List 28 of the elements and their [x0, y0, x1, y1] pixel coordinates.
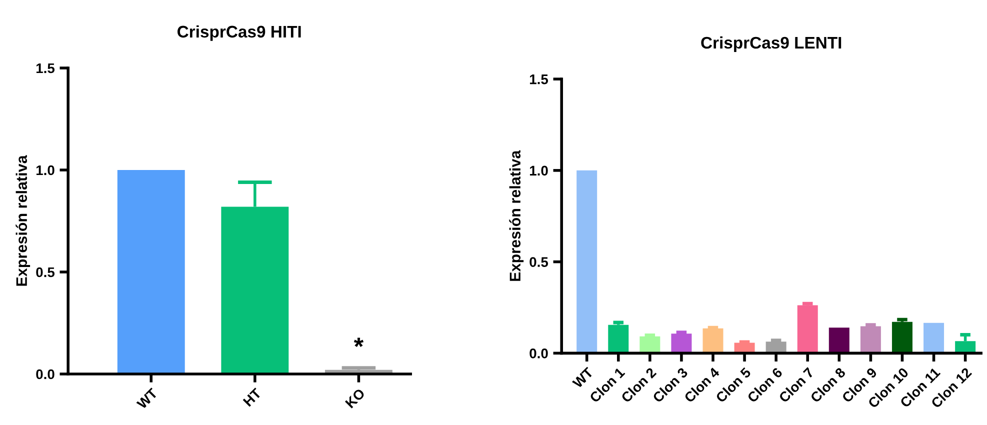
bar — [892, 322, 912, 354]
y-axis-title: Expresión relativa — [16, 155, 30, 286]
y-axis-title: Expresión relativa — [509, 150, 524, 281]
annotation: * — [354, 338, 364, 347]
bar — [797, 305, 818, 354]
bar — [671, 334, 692, 354]
bar — [608, 324, 629, 354]
bar — [924, 322, 944, 354]
chart-title: CrisprCas9 LENTI — [701, 36, 842, 52]
bar — [860, 326, 881, 354]
x-tick-label: WT — [136, 388, 158, 410]
bar — [828, 328, 850, 354]
chart-title: CrisprCas9 HITI — [178, 25, 301, 41]
y-tick-label: 1.5 — [530, 74, 548, 84]
y-tick-label: 0.5 — [530, 257, 548, 267]
y-tick-label: 1.0 — [530, 166, 548, 176]
bar — [576, 170, 598, 354]
y-tick-label: 0.0 — [530, 348, 548, 358]
x-tick-label: HT — [242, 388, 262, 407]
x-tick-label: KO — [344, 388, 366, 408]
y-tick-label: 0.0 — [36, 369, 54, 380]
y-tick-label: 1.0 — [36, 165, 54, 176]
y-tick-label: 0.5 — [36, 267, 55, 278]
y-tick-label: 1.5 — [36, 63, 55, 74]
bar — [640, 336, 660, 354]
bar — [117, 170, 185, 374]
x-tick-label: WT — [572, 366, 594, 389]
bar — [702, 328, 724, 354]
